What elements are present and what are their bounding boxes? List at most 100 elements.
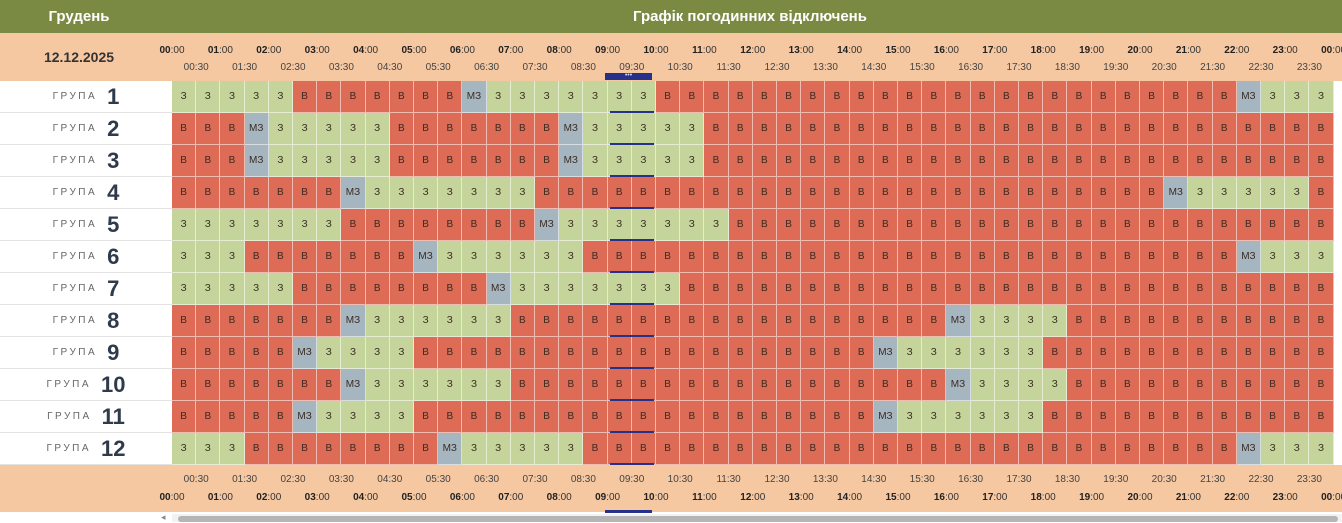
- schedule-cell[interactable]: В: [777, 273, 802, 305]
- schedule-cell[interactable]: В: [728, 369, 753, 401]
- schedule-cell[interactable]: В: [268, 177, 293, 209]
- schedule-cell[interactable]: В: [849, 113, 874, 145]
- schedule-cell[interactable]: З: [1285, 81, 1310, 113]
- schedule-cell[interactable]: З: [559, 81, 584, 113]
- schedule-cell[interactable]: В: [438, 337, 463, 369]
- schedule-cell[interactable]: В: [680, 273, 705, 305]
- schedule-cell[interactable]: В: [1309, 209, 1334, 241]
- schedule-cell[interactable]: З: [607, 113, 632, 145]
- schedule-cell[interactable]: В: [607, 241, 632, 273]
- schedule-cell[interactable]: В: [1164, 433, 1189, 465]
- schedule-cell[interactable]: З: [607, 145, 632, 177]
- schedule-cell[interactable]: В: [704, 401, 729, 433]
- schedule-cell[interactable]: В: [970, 241, 995, 273]
- schedule-cell[interactable]: В: [680, 81, 705, 113]
- schedule-cell[interactable]: В: [1019, 145, 1044, 177]
- schedule-cell[interactable]: В: [293, 241, 318, 273]
- schedule-cell[interactable]: З: [1043, 369, 1068, 401]
- schedule-cell[interactable]: В: [1212, 337, 1237, 369]
- schedule-cell[interactable]: З: [220, 273, 245, 305]
- schedule-cell[interactable]: В: [196, 113, 221, 145]
- schedule-cell[interactable]: З: [510, 433, 535, 465]
- schedule-cell[interactable]: В: [801, 241, 826, 273]
- schedule-cell[interactable]: В: [1261, 337, 1286, 369]
- schedule-cell[interactable]: В: [486, 337, 511, 369]
- schedule-cell[interactable]: В: [1261, 273, 1286, 305]
- schedule-cell[interactable]: В: [631, 177, 656, 209]
- schedule-cell[interactable]: З: [1019, 337, 1044, 369]
- schedule-cell[interactable]: В: [922, 433, 947, 465]
- schedule-cell[interactable]: В: [946, 241, 971, 273]
- schedule-cell[interactable]: МЗ: [341, 369, 366, 401]
- schedule-cell[interactable]: В: [535, 401, 560, 433]
- schedule-cell[interactable]: В: [1164, 241, 1189, 273]
- schedule-cell[interactable]: В: [389, 81, 414, 113]
- schedule-cell[interactable]: З: [656, 209, 681, 241]
- schedule-cell[interactable]: В: [656, 177, 681, 209]
- schedule-cell[interactable]: З: [1285, 177, 1310, 209]
- schedule-cell[interactable]: В: [825, 433, 850, 465]
- schedule-cell[interactable]: В: [1285, 337, 1310, 369]
- schedule-cell[interactable]: В: [1091, 305, 1116, 337]
- schedule-cell[interactable]: МЗ: [341, 177, 366, 209]
- schedule-cell[interactable]: В: [341, 273, 366, 305]
- schedule-cell[interactable]: В: [1140, 241, 1165, 273]
- schedule-cell[interactable]: В: [559, 305, 584, 337]
- schedule-cell[interactable]: МЗ: [873, 401, 898, 433]
- schedule-cell[interactable]: В: [1115, 177, 1140, 209]
- schedule-cell[interactable]: МЗ: [1164, 177, 1189, 209]
- schedule-cell[interactable]: В: [728, 401, 753, 433]
- schedule-cell[interactable]: В: [268, 305, 293, 337]
- schedule-cell[interactable]: З: [535, 433, 560, 465]
- schedule-cell[interactable]: В: [1019, 177, 1044, 209]
- schedule-cell[interactable]: В: [1019, 209, 1044, 241]
- schedule-cell[interactable]: В: [1115, 145, 1140, 177]
- schedule-cell[interactable]: В: [1285, 369, 1310, 401]
- schedule-cell[interactable]: В: [631, 369, 656, 401]
- schedule-cell[interactable]: В: [946, 145, 971, 177]
- schedule-cell[interactable]: В: [317, 369, 342, 401]
- schedule-cell[interactable]: З: [293, 113, 318, 145]
- schedule-cell[interactable]: В: [631, 433, 656, 465]
- schedule-cell[interactable]: З: [462, 305, 487, 337]
- schedule-cell[interactable]: В: [970, 113, 995, 145]
- schedule-cell[interactable]: З: [293, 209, 318, 241]
- schedule-cell[interactable]: В: [873, 113, 898, 145]
- schedule-cell[interactable]: В: [1164, 369, 1189, 401]
- schedule-cell[interactable]: В: [849, 401, 874, 433]
- schedule-cell[interactable]: В: [438, 401, 463, 433]
- schedule-cell[interactable]: З: [196, 273, 221, 305]
- schedule-cell[interactable]: МЗ: [462, 81, 487, 113]
- schedule-cell[interactable]: В: [898, 81, 923, 113]
- schedule-cell[interactable]: В: [873, 305, 898, 337]
- schedule-cell[interactable]: В: [1261, 113, 1286, 145]
- schedule-cell[interactable]: В: [1019, 433, 1044, 465]
- schedule-cell[interactable]: В: [1067, 209, 1092, 241]
- schedule-cell[interactable]: В: [873, 145, 898, 177]
- schedule-cell[interactable]: В: [704, 177, 729, 209]
- schedule-cell[interactable]: В: [172, 113, 197, 145]
- schedule-cell[interactable]: В: [994, 209, 1019, 241]
- schedule-cell[interactable]: В: [994, 273, 1019, 305]
- schedule-cell[interactable]: В: [704, 337, 729, 369]
- schedule-cell[interactable]: В: [341, 209, 366, 241]
- schedule-cell[interactable]: З: [559, 273, 584, 305]
- schedule-cell[interactable]: В: [1164, 81, 1189, 113]
- schedule-cell[interactable]: В: [438, 145, 463, 177]
- schedule-cell[interactable]: З: [317, 145, 342, 177]
- schedule-cell[interactable]: В: [1236, 401, 1261, 433]
- schedule-cell[interactable]: В: [777, 145, 802, 177]
- schedule-cell[interactable]: В: [970, 209, 995, 241]
- schedule-cell[interactable]: В: [1140, 305, 1165, 337]
- schedule-cell[interactable]: В: [656, 81, 681, 113]
- schedule-cell[interactable]: В: [777, 81, 802, 113]
- schedule-cell[interactable]: В: [656, 369, 681, 401]
- schedule-cell[interactable]: В: [898, 305, 923, 337]
- schedule-cell[interactable]: В: [825, 145, 850, 177]
- schedule-cell[interactable]: В: [438, 81, 463, 113]
- schedule-cell[interactable]: В: [680, 241, 705, 273]
- schedule-cell[interactable]: З: [510, 177, 535, 209]
- schedule-cell[interactable]: МЗ: [873, 337, 898, 369]
- schedule-cell[interactable]: В: [970, 81, 995, 113]
- schedule-cell[interactable]: В: [1188, 273, 1213, 305]
